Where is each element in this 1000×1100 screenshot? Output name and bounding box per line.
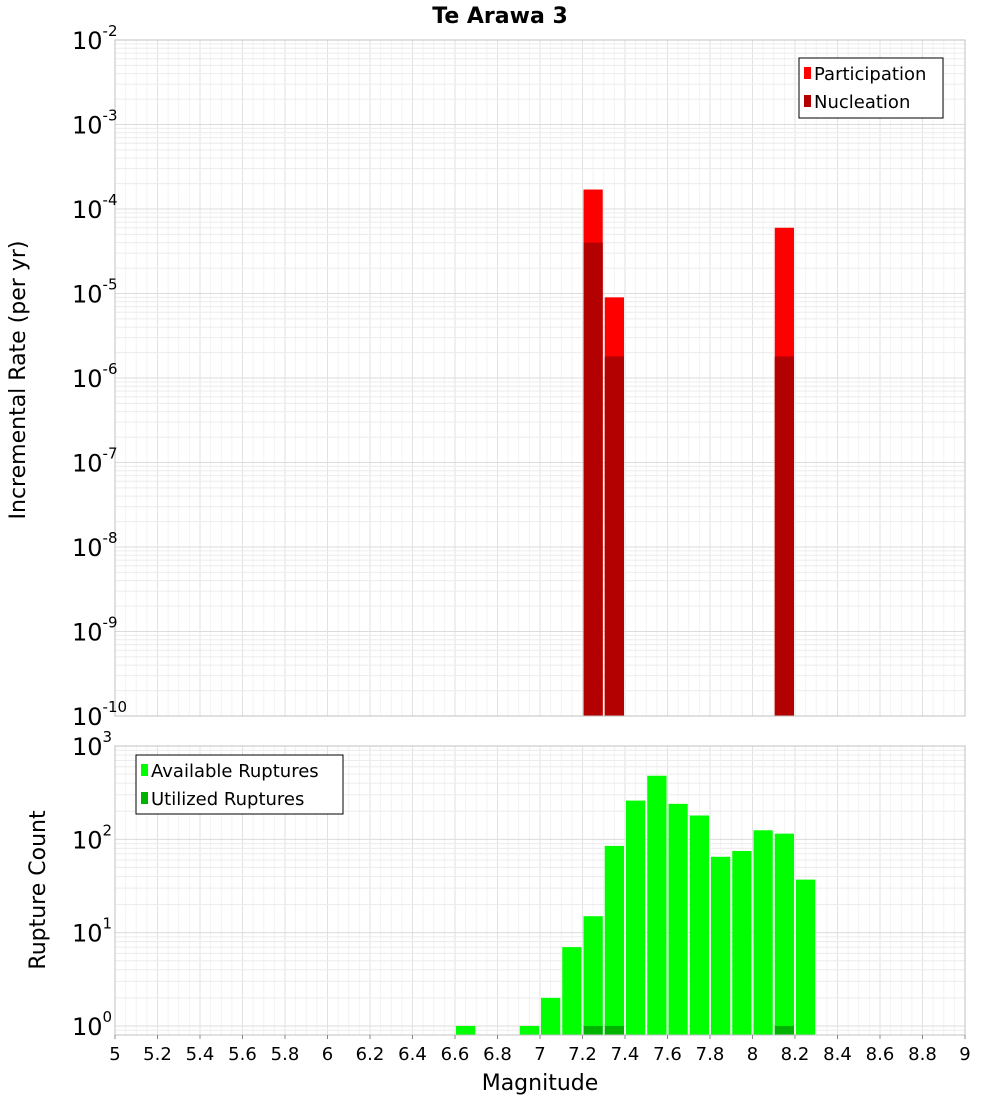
available-ruptures-bar (647, 775, 667, 1035)
available-ruptures-bar (519, 1025, 539, 1035)
legend-label: Available Ruptures (151, 761, 319, 782)
x-tick-label: 7.2 (568, 1044, 597, 1065)
available-ruptures-bar (541, 997, 561, 1035)
x-tick-label: 5.4 (186, 1044, 215, 1065)
y-tick-label: 101 (72, 915, 112, 948)
x-tick-label: 5.6 (228, 1044, 257, 1065)
x-tick-label: 5 (109, 1044, 120, 1065)
legend-swatch (804, 95, 811, 107)
nucleation-bar (583, 242, 603, 717)
x-tick-label: 7.8 (696, 1044, 725, 1065)
x-tick-label: 6.2 (356, 1044, 385, 1065)
available-ruptures-bar (626, 800, 646, 1035)
available-ruptures-bar (796, 879, 816, 1035)
y-tick-label: 100 (72, 1008, 112, 1041)
bottom-panel: 100 101 102 103 Available Ruptures Utilized R… (72, 728, 971, 1065)
bars (456, 775, 816, 1035)
plot-frame (114, 39, 966, 717)
x-tick-label: 7.4 (611, 1044, 640, 1065)
bars (583, 189, 794, 717)
legend-box (798, 57, 944, 119)
legend-label: Participation (814, 64, 926, 85)
y-tick-label: 10-7 (72, 445, 118, 478)
x-tick-label: 6 (322, 1044, 333, 1065)
x-tick-label: 7.6 (653, 1044, 682, 1065)
x-tick-label: 8.8 (908, 1044, 937, 1065)
available-ruptures-bar (562, 947, 582, 1035)
x-tick-label: 8.2 (781, 1044, 810, 1065)
top-panel: 10-10 10-9 10-8 10-7 10-6 10-5 10-4 10-3 10-2 Par… (72, 22, 966, 731)
available-ruptures-bar (711, 856, 731, 1035)
x-tick-label: 8.6 (866, 1044, 895, 1065)
y-tick-label: 10-10 (72, 698, 127, 731)
available-ruptures-bar (604, 845, 624, 1035)
x-gridlines (114, 746, 966, 1035)
y-gridlines (115, 39, 965, 717)
available-ruptures-bar (456, 1025, 476, 1035)
y-tick-labels: 10-10 10-9 10-8 10-7 10-6 10-5 10-4 10-3 10-2 (72, 22, 127, 731)
y-tick-label: 10-6 (72, 360, 118, 393)
x-tick-labels: 5 5.2 5.4 5.6 5.8 6 6.2 6.4 6.6 6.8 7 7.2 7.4 7.6 7.8 8… (109, 1035, 971, 1065)
x-tick-label: 6.4 (398, 1044, 427, 1065)
y-tick-label: 10-9 (72, 614, 118, 647)
x-tick-label: 5.8 (271, 1044, 300, 1065)
chart-title: Te Arawa 3 (432, 4, 568, 29)
y-tick-label: 103 (72, 728, 112, 761)
utilized-ruptures-bar (774, 1025, 794, 1035)
available-ruptures-bar (689, 815, 709, 1035)
y-tick-label: 10-5 (72, 276, 118, 309)
legend-label: Nucleation (814, 92, 910, 113)
y-tick-label: 10-4 (72, 191, 118, 224)
legend: Available Ruptures Utilized Ruptures (135, 754, 344, 815)
x-tick-label: 9 (959, 1044, 970, 1065)
y-tick-label: 102 (72, 821, 112, 854)
legend-label: Utilized Ruptures (151, 789, 304, 810)
y-tick-label: 10-2 (72, 22, 118, 55)
x-tick-label: 6.6 (441, 1044, 470, 1065)
x-tick-label: 8.4 (823, 1044, 852, 1065)
bottom-y-axis-label: Rupture Count (26, 810, 51, 970)
nucleation-bar (774, 356, 794, 716)
available-ruptures-bar (774, 833, 794, 1035)
y-tick-label: 10-8 (72, 529, 118, 562)
legend-swatch (141, 792, 148, 804)
legend-swatch (804, 67, 811, 79)
x-tick-label: 8 (747, 1044, 758, 1065)
y-tick-label: 10-3 (72, 107, 118, 140)
available-ruptures-bar (583, 916, 603, 1035)
utilized-ruptures-bar (583, 1025, 603, 1035)
available-ruptures-bar (732, 850, 752, 1035)
nucleation-bar (604, 356, 624, 716)
legend-box (135, 754, 344, 815)
x-tick-label: 5.2 (143, 1044, 172, 1065)
x-tick-label: 7 (534, 1044, 545, 1065)
y-tick-labels: 100 101 102 103 (72, 728, 112, 1041)
y-gridlines (115, 745, 965, 1036)
legend: Participation Nucleation (798, 57, 944, 119)
x-axis-label: Magnitude (482, 1071, 599, 1096)
x-tick-label: 6.8 (483, 1044, 512, 1065)
utilized-ruptures-bar (604, 1025, 624, 1035)
legend-swatch (141, 764, 148, 776)
available-ruptures-bar (753, 830, 773, 1035)
top-y-axis-label: Incremental Rate (per yr) (6, 241, 31, 520)
available-ruptures-bar (668, 803, 688, 1035)
